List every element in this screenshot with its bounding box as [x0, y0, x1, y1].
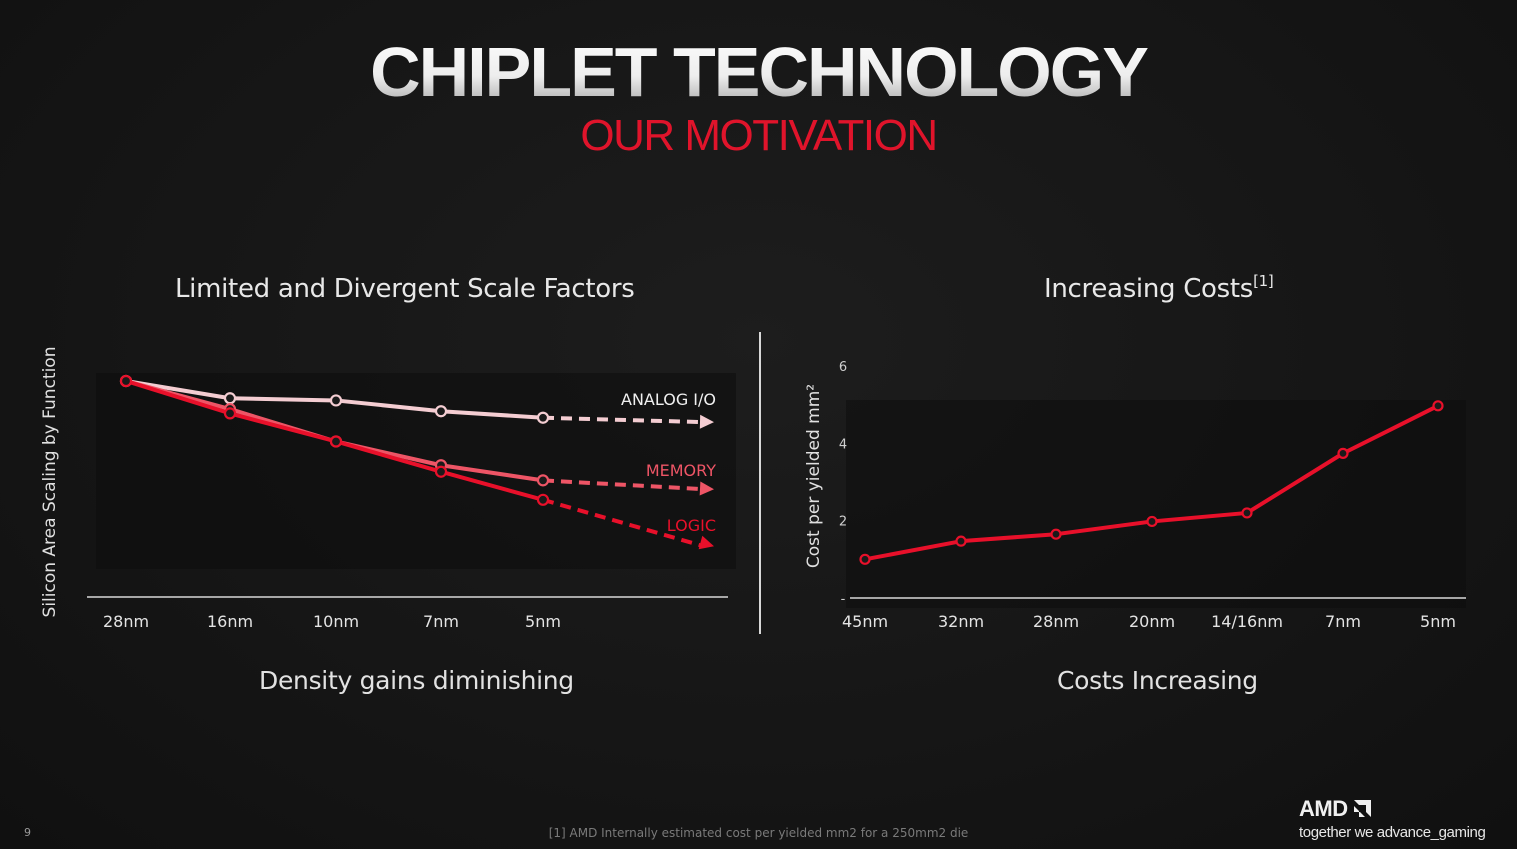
left-series-label-analog-i-o: ANALOG I/O [621, 390, 716, 409]
left-x-tick-label-5nm: 5nm [525, 612, 561, 631]
left-series-label-memory: MEMORY [646, 461, 716, 480]
right-point-32nm [955, 535, 967, 547]
right-chart-title: Increasing Costs[1] [1044, 272, 1274, 304]
left-series-label-logic: LOGIC [667, 516, 716, 535]
right-point-5nm [1432, 400, 1444, 412]
left-projection-arrowhead-logic [698, 535, 714, 550]
amd-arrow-icon [1353, 800, 1371, 817]
left-point-analog-i-o-7nm [434, 405, 448, 418]
left-chart-caption: Density gains diminishing [259, 666, 574, 695]
right-chart-title-footnote-ref: [1] [1253, 272, 1274, 290]
left-point-logic-10nm [329, 435, 343, 448]
right-y-tick-label-3: - [841, 592, 846, 607]
left-projection-analog-i-o [542, 415, 701, 425]
left-x-tick-label-7nm: 7nm [423, 612, 459, 631]
page-number: 9 [24, 826, 31, 839]
left-point-analog-i-o-16nm [223, 392, 237, 405]
right-x-tick-label-7nm: 7nm [1325, 612, 1361, 631]
right-chart-caption: Costs Increasing [1057, 666, 1258, 695]
right-point-28nm [1050, 528, 1062, 540]
slide-title: CHIPLET TECHNOLOGY [0, 30, 1517, 114]
left-point-logic-7nm [434, 465, 448, 478]
amd-logo-block: AMD together we advance_gaming [1299, 796, 1486, 841]
left-point-logic-5nm [536, 493, 550, 506]
left-point-logic-28nm [119, 374, 133, 388]
right-y-axis-label: Cost per yielded mm² [804, 384, 824, 568]
right-x-tick-label-28nm: 28nm [1033, 612, 1079, 631]
left-projection-arrowhead-memory [699, 481, 714, 496]
left-point-logic-16nm [223, 407, 237, 420]
right-point-20nm [1146, 515, 1158, 528]
right-x-tick-label-5nm: 5nm [1420, 612, 1456, 631]
left-x-tick-label-10nm: 10nm [313, 612, 359, 631]
tagline: together we advance_gaming [1299, 824, 1486, 841]
panel-divider [759, 332, 761, 634]
right-y-tick-label-0: 6 [839, 360, 847, 375]
left-projection-memory [542, 478, 701, 491]
right-chart-title-text: Increasing Costs [1044, 274, 1254, 304]
right-point-45nm [859, 553, 871, 565]
left-x-tick-label-28nm: 28nm [103, 612, 149, 631]
left-projection-logic [542, 497, 701, 548]
slide-subtitle: OUR MOTIVATION [580, 111, 938, 160]
amd-logo-text: AMD [1299, 796, 1348, 821]
right-x-tick-label-32nm: 32nm [938, 612, 984, 631]
left-point-analog-i-o-5nm [536, 411, 550, 424]
right-x-tick-label-20nm: 20nm [1129, 612, 1175, 631]
footnote: [1] AMD Internally estimated cost per yi… [548, 826, 969, 840]
left-point-analog-i-o-10nm [329, 394, 343, 407]
right-point-14-16nm [1241, 507, 1253, 519]
right-x-tick-label-45nm: 45nm [842, 612, 888, 631]
left-point-memory-5nm [536, 474, 550, 487]
right-x-tick-label-14-16nm: 14/16nm [1211, 612, 1283, 631]
left-x-tick-label-16nm: 16nm [207, 612, 253, 631]
right-y-tick-label-2: 2 [839, 515, 847, 530]
amd-logo: AMD [1299, 796, 1485, 822]
left-projection-arrowhead-analog-i-o [699, 414, 714, 429]
right-point-7nm [1337, 447, 1349, 459]
left-chart-title: Limited and Divergent Scale Factors [175, 274, 635, 304]
right-y-tick-label-1: 4 [839, 437, 847, 452]
right-plot-background [846, 400, 1466, 608]
left-y-axis-label: Silicon Area Scaling by Function [40, 347, 60, 618]
